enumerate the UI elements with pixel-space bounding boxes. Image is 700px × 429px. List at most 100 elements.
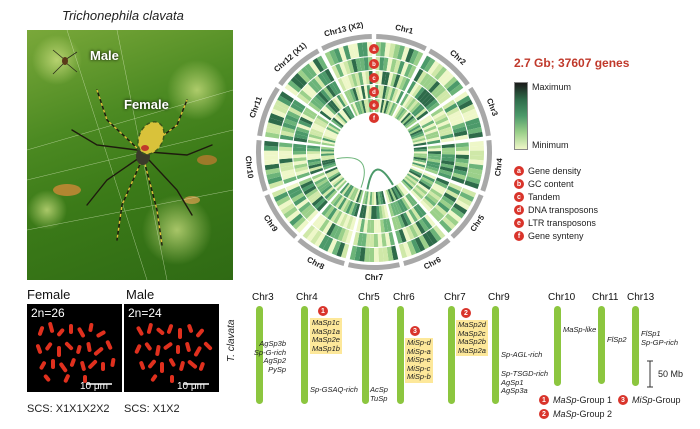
circos-track-segment <box>402 227 411 242</box>
circos-track-segment <box>356 101 363 115</box>
circos-track-segment <box>402 212 412 226</box>
circos-track-segment <box>358 71 364 86</box>
circos-track-segment <box>404 63 413 78</box>
circos-track-segment <box>297 123 311 131</box>
circos-track-segment <box>339 62 348 76</box>
circos-track-segment <box>380 219 385 233</box>
female-scs: SCS: X1X1X2X2 <box>27 403 110 415</box>
circos-track-segment <box>315 93 327 106</box>
circos-track-segment <box>423 125 437 133</box>
circos-chromosome-band <box>256 140 268 192</box>
circos-track-segment <box>408 209 418 222</box>
circos-track-segment <box>264 155 279 161</box>
circos-track-segment <box>321 148 335 152</box>
circos-track-segment <box>347 44 356 59</box>
circos-track-segment <box>449 114 463 123</box>
chr4-masp-cluster: MaSp1c MaSp1a MaSp2e MaSp1b <box>310 318 342 354</box>
circos-track-segment <box>264 163 280 171</box>
male-chromosome-count: 2n=24 <box>128 306 162 320</box>
circos-track-segment <box>271 108 286 118</box>
circos-track-segment <box>353 203 361 217</box>
group3-badge: 3 <box>410 326 420 336</box>
circos-track-segment <box>453 130 468 137</box>
circos-track-segment <box>425 230 438 245</box>
circos-track-segment <box>284 83 299 96</box>
circos-track-badge-label: e <box>372 103 376 109</box>
circos-track-segment <box>272 104 288 114</box>
circos-track-segment <box>401 197 411 210</box>
circos-track-segment <box>331 176 344 186</box>
circos-track-segment <box>410 166 424 174</box>
circos-track-segment <box>293 150 307 155</box>
circos-track-segment <box>439 166 454 173</box>
circos-track-segment <box>413 105 425 117</box>
circos-track-segment <box>443 192 457 203</box>
chr4-gene-sp-gsaq: Sp-GSAQ-rich <box>310 385 358 394</box>
circos-track-segment <box>347 186 356 199</box>
circos-track-segment <box>428 190 441 201</box>
circos-track-segment <box>389 87 396 101</box>
male-karyotype-title: Male <box>126 287 155 302</box>
circos-track-segment <box>382 247 389 262</box>
circos-track-segment <box>419 91 431 104</box>
circos-track-segment <box>381 71 387 85</box>
circos-track-segment <box>316 55 328 71</box>
circos-track-segment <box>329 49 339 65</box>
group-legend-item: 3 MiSp-Group <box>618 395 681 405</box>
circos-track-segment <box>359 247 366 262</box>
circos-track-segment <box>432 225 446 239</box>
circos-track-segment <box>411 84 423 98</box>
circos-plot: Chr1Chr2Chr3Chr4Chr5Chr6Chr7Chr8Chr9Chr1… <box>244 22 504 282</box>
circos-track-segment <box>409 168 423 177</box>
circos-track-segment <box>427 156 441 161</box>
circos-track-segment <box>352 102 360 116</box>
circos-track-segment <box>355 189 362 203</box>
circos-track-segment <box>464 180 480 190</box>
circos-track-segment <box>308 133 323 140</box>
circos-track-segment <box>463 112 479 122</box>
circos-track-segment <box>419 115 432 125</box>
circos-chromosome-band <box>347 262 401 270</box>
circos-track-segment <box>392 201 400 215</box>
circos-track-segment <box>405 194 416 207</box>
circos-track-segment <box>341 183 351 196</box>
circos-track-segment <box>374 247 379 262</box>
circos-track-segment <box>266 171 282 180</box>
circos-track-segment <box>398 182 409 194</box>
circos-track-segment <box>425 165 439 172</box>
circos-track-segment <box>350 103 358 117</box>
circos-track-segment <box>355 86 362 101</box>
circos-track-segment <box>386 218 392 232</box>
circos-track-segment <box>402 94 412 108</box>
circos-track-segment <box>384 71 390 86</box>
circos-track-segment <box>279 91 294 103</box>
circos-track-segment <box>423 172 437 180</box>
circos-track-segment <box>397 60 405 75</box>
circos-track-segment <box>441 195 455 206</box>
circos-track-segment <box>296 93 310 105</box>
circos-track-segment <box>343 184 353 197</box>
circos-track-segment <box>307 190 320 201</box>
circos-track-segment <box>356 218 362 232</box>
circos-chromosome-band <box>321 34 372 51</box>
circos-track-segment <box>351 73 358 87</box>
circos-track-segment <box>445 213 459 226</box>
circos-track-segment <box>402 178 414 190</box>
circos-track-segment <box>426 163 440 169</box>
circos-track-segment <box>377 85 382 99</box>
circos-track-segment <box>306 227 319 242</box>
circos-track-segment <box>450 118 465 127</box>
circos-track-segment <box>279 161 294 168</box>
circos-track-segment <box>357 86 364 100</box>
scale-min-label: Minimum <box>532 140 569 150</box>
circos-track-segment <box>307 139 321 145</box>
circos-track-segment <box>303 185 317 196</box>
circos-track-segment <box>327 124 340 133</box>
circos-track-segment <box>299 116 313 126</box>
circos-track-segment <box>323 86 334 100</box>
circos-track-segment <box>393 105 402 118</box>
circos-chromosome-band <box>450 194 484 239</box>
circos-track-segment <box>466 171 482 180</box>
circos-track-segment <box>428 80 441 94</box>
circos-track-segment <box>449 83 464 96</box>
